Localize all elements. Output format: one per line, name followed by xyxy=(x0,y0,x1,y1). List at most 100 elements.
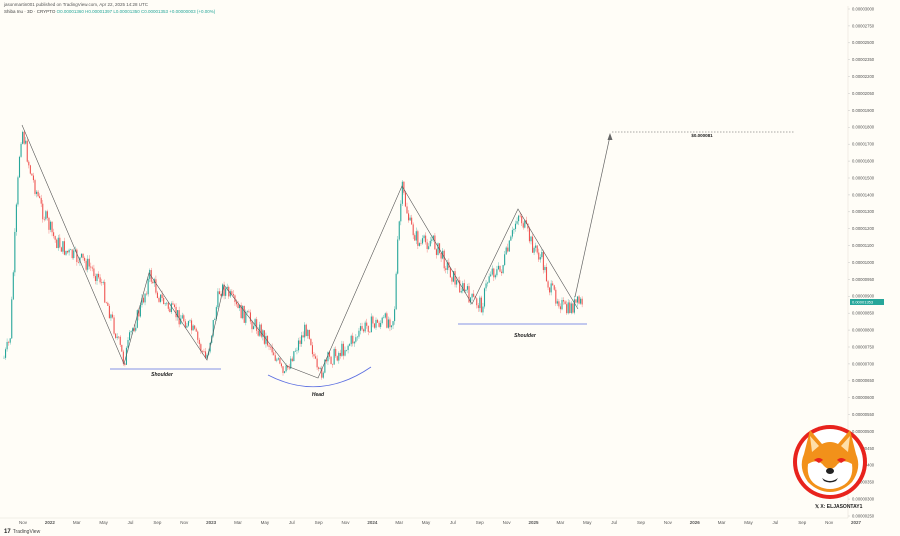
zigzag-line xyxy=(21,124,579,379)
candle-body xyxy=(361,326,363,330)
candle-body xyxy=(494,275,496,278)
candle-body xyxy=(511,230,513,237)
candle-body xyxy=(414,235,416,241)
candle-body xyxy=(121,344,123,352)
candle-body xyxy=(403,181,405,193)
candle-body xyxy=(347,345,349,350)
candle-body xyxy=(63,241,65,255)
candle-body xyxy=(400,203,402,222)
head-arc xyxy=(267,366,372,388)
candle-body xyxy=(71,249,73,259)
candle-body xyxy=(485,283,487,289)
target-label: $0.000081 xyxy=(691,133,713,138)
candle-body xyxy=(138,310,140,317)
candle-body xyxy=(501,271,503,274)
candle-body xyxy=(508,240,510,252)
candle-body xyxy=(342,343,344,356)
candle-body xyxy=(189,320,191,322)
left-shoulder-label: Shoulder xyxy=(151,372,174,378)
price-tick-label: 0.00000700 xyxy=(852,361,875,366)
candle-body xyxy=(359,326,362,331)
candle-body xyxy=(313,354,315,357)
time-tick-label: Mar xyxy=(557,520,565,525)
candle-body xyxy=(125,347,127,365)
candle-body xyxy=(155,279,157,293)
candle-body xyxy=(465,289,467,292)
candle-body xyxy=(408,213,410,221)
price-tick-label: 0.00002200 xyxy=(852,74,875,79)
tradingview-footer[interactable]: 17 TradingView xyxy=(4,529,40,535)
x-logo-icon: 𝕏 xyxy=(815,504,821,510)
time-tick-label: May xyxy=(99,520,108,525)
candle-body xyxy=(122,351,124,364)
candle-body xyxy=(533,247,535,253)
candle-body xyxy=(339,352,341,356)
candle-body xyxy=(45,211,47,220)
candle-body xyxy=(164,303,166,305)
candle-body xyxy=(251,321,253,330)
candle-body xyxy=(249,312,251,322)
candle-body xyxy=(191,320,193,331)
price-tick-label: 0.00001500 xyxy=(852,175,875,180)
candle-body xyxy=(559,306,561,310)
candle-body xyxy=(493,268,495,278)
candle-body xyxy=(73,250,75,259)
time-tick-label: May xyxy=(744,520,753,525)
symbol-name[interactable]: Shiba Inu · 3D · CRYPTO xyxy=(4,9,56,14)
time-tick-label: Sep xyxy=(315,520,324,525)
candle-body xyxy=(566,304,568,314)
right-shoulder-label: Shoulder xyxy=(514,333,537,339)
candle-body xyxy=(483,288,486,307)
candle-body xyxy=(538,252,540,260)
candle-body xyxy=(319,367,321,369)
candle-body xyxy=(257,330,259,336)
candle-body xyxy=(381,317,383,323)
candle-body xyxy=(37,191,39,197)
candle-body xyxy=(488,276,490,283)
candle-body xyxy=(91,267,93,269)
candle-body xyxy=(398,221,400,240)
candle-body xyxy=(54,236,56,240)
candle-body xyxy=(477,305,479,309)
candle-body xyxy=(293,351,295,361)
candle-body xyxy=(417,231,419,246)
price-tick-label: 0.00000250 xyxy=(852,513,875,518)
candle-body xyxy=(527,223,529,229)
candle-body xyxy=(22,131,24,144)
price-tick-label: 0.00000600 xyxy=(852,395,875,400)
candle-body xyxy=(479,297,481,309)
candle-body xyxy=(287,365,289,368)
candle-body xyxy=(215,307,217,319)
time-tick-label: Jul xyxy=(611,520,617,525)
time-tick-label: Nov xyxy=(341,520,350,525)
time-tick-label: Mar xyxy=(234,520,242,525)
price-tick-label: 0.00002500 xyxy=(852,40,875,45)
candle-body xyxy=(76,249,78,263)
time-tick-label: 2026 xyxy=(690,520,701,525)
candle-body xyxy=(383,317,385,319)
candle-body xyxy=(118,336,120,338)
candle-body xyxy=(525,220,527,224)
candle-body xyxy=(459,280,461,293)
candle-body xyxy=(3,357,5,359)
candle-body xyxy=(17,177,19,205)
shiba-inu-logo xyxy=(792,424,868,500)
candle-body xyxy=(79,257,81,263)
time-tick-label: 2023 xyxy=(206,520,217,525)
current-price-tag: 0.00001353 xyxy=(850,299,884,305)
candle-body xyxy=(183,315,185,322)
candle-body xyxy=(377,319,379,323)
candle-body xyxy=(218,291,220,295)
candle-body xyxy=(580,298,582,304)
candle-body xyxy=(43,219,45,220)
candle-body xyxy=(576,296,579,303)
candle-body xyxy=(412,224,414,236)
candle-body xyxy=(563,300,565,302)
candle-body xyxy=(409,217,411,221)
candle-body xyxy=(581,298,583,305)
candle-body xyxy=(336,356,338,361)
candle-body xyxy=(253,326,255,330)
candle-body xyxy=(127,340,129,348)
candle-body xyxy=(528,228,530,242)
